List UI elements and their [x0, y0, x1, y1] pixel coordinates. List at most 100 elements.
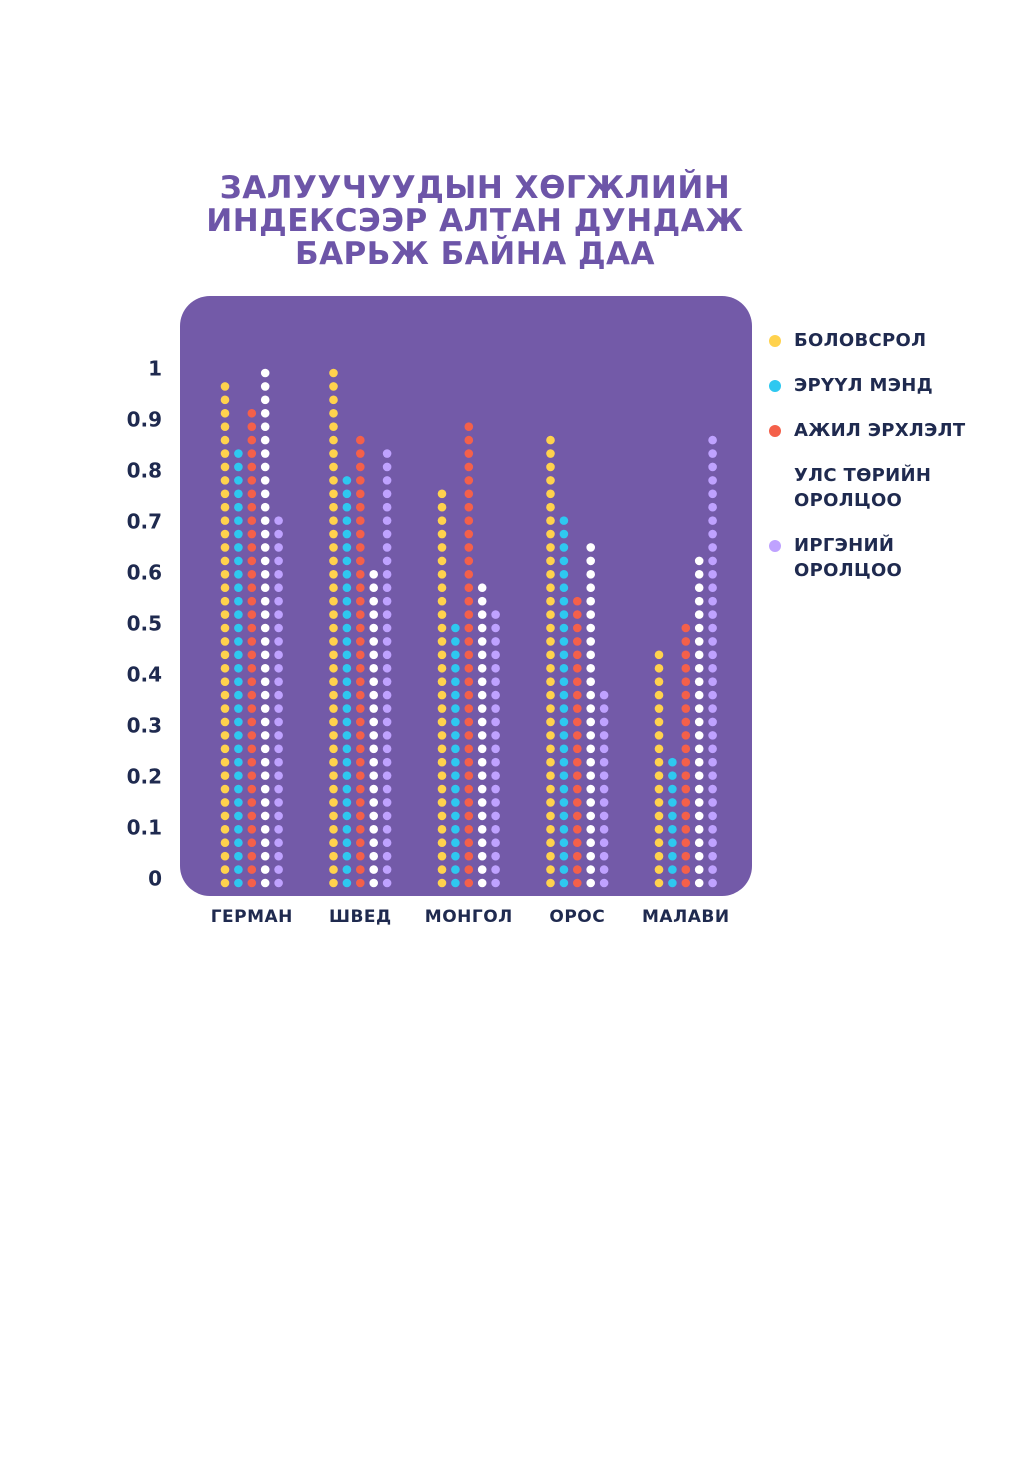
data-dot [546, 744, 555, 754]
data-dot [437, 623, 447, 633]
data-dot [451, 663, 460, 673]
data-dot [694, 811, 704, 821]
data-dot [329, 382, 338, 391]
data-dot [356, 838, 365, 848]
data-dot [356, 489, 365, 499]
data-dot [220, 851, 230, 861]
data-dot [247, 771, 257, 780]
data-dot [234, 489, 243, 499]
y-tick-label: 0.4 [127, 663, 162, 687]
data-dot [451, 757, 460, 767]
data-dot [234, 878, 243, 888]
data-dot [382, 529, 392, 539]
data-dot [274, 516, 283, 525]
data-dot [369, 784, 379, 794]
data-dot [451, 771, 460, 780]
data-dot [274, 731, 283, 740]
data-dot [274, 798, 283, 807]
data-dot [599, 717, 609, 727]
data-dot [559, 771, 569, 780]
data-dot [654, 865, 664, 874]
data-dot [220, 798, 230, 807]
data-dot [654, 771, 664, 780]
data-dot [220, 516, 230, 525]
data-dot [477, 865, 487, 874]
data-dot [356, 731, 365, 740]
data-dot [247, 865, 257, 874]
data-dot [451, 784, 460, 794]
data-dot [260, 690, 270, 700]
data-dot [369, 865, 379, 874]
data-dot [260, 596, 270, 606]
data-dot [694, 596, 704, 606]
data-dot [247, 811, 257, 821]
data-dot [234, 825, 243, 834]
data-dot [437, 610, 447, 619]
data-dot [220, 583, 230, 593]
data-dot [477, 878, 487, 888]
dot-column [260, 368, 270, 888]
data-dot [708, 583, 717, 593]
data-dot [546, 543, 555, 552]
dot-column [681, 623, 691, 888]
data-dot [382, 556, 392, 566]
dot-column [356, 435, 365, 888]
data-dot [382, 596, 392, 606]
data-dot [369, 744, 379, 754]
data-dot [708, 704, 717, 713]
data-dot [599, 838, 609, 848]
data-dot [559, 596, 569, 606]
data-dot [329, 623, 338, 633]
data-dot [247, 596, 257, 606]
data-dot [247, 623, 257, 633]
data-dot [668, 798, 677, 807]
data-dot [220, 476, 230, 485]
data-dot [369, 690, 379, 700]
data-dot [681, 825, 691, 834]
data-dot [342, 610, 352, 619]
data-dot [546, 529, 555, 539]
data-dot [546, 757, 555, 767]
data-dot [234, 462, 243, 472]
data-dot [220, 704, 230, 713]
data-dot [694, 838, 704, 848]
data-dot [491, 771, 500, 780]
data-dot [477, 811, 487, 821]
data-dot [260, 744, 270, 754]
data-dot [599, 731, 609, 740]
data-dot [546, 704, 555, 713]
data-dot [220, 489, 230, 499]
data-dot [573, 704, 582, 713]
data-dot [464, 744, 474, 754]
data-dot [586, 771, 595, 780]
data-dot [586, 757, 595, 767]
data-dot [356, 851, 365, 861]
y-axis-ticks: 0 0.1 0.2 0.3 0.4 0.5 0.6 0.7 0.8 0.9 1 [127, 357, 162, 891]
data-dot [546, 798, 555, 807]
data-dot [451, 637, 460, 646]
data-dot [546, 825, 555, 834]
data-dot [260, 623, 270, 633]
data-dot [559, 865, 569, 874]
data-dot [464, 435, 474, 445]
data-dot [247, 825, 257, 834]
data-dot [382, 798, 392, 807]
data-dot [491, 704, 500, 713]
data-dot [382, 502, 392, 512]
data-dot [247, 570, 257, 579]
data-dot [234, 663, 243, 673]
data-dot [491, 811, 500, 821]
data-dot [220, 556, 230, 566]
data-dot [356, 825, 365, 834]
data-dot [491, 677, 500, 686]
data-dot [477, 663, 487, 673]
data-dot [260, 677, 270, 686]
data-dot [382, 637, 392, 646]
y-tick-label: 0.9 [127, 408, 162, 432]
data-dot [708, 543, 717, 552]
data-dot [451, 650, 460, 660]
data-dot [342, 529, 352, 539]
dot-column [586, 543, 595, 888]
data-dot [559, 663, 569, 673]
data-dot [654, 838, 664, 848]
